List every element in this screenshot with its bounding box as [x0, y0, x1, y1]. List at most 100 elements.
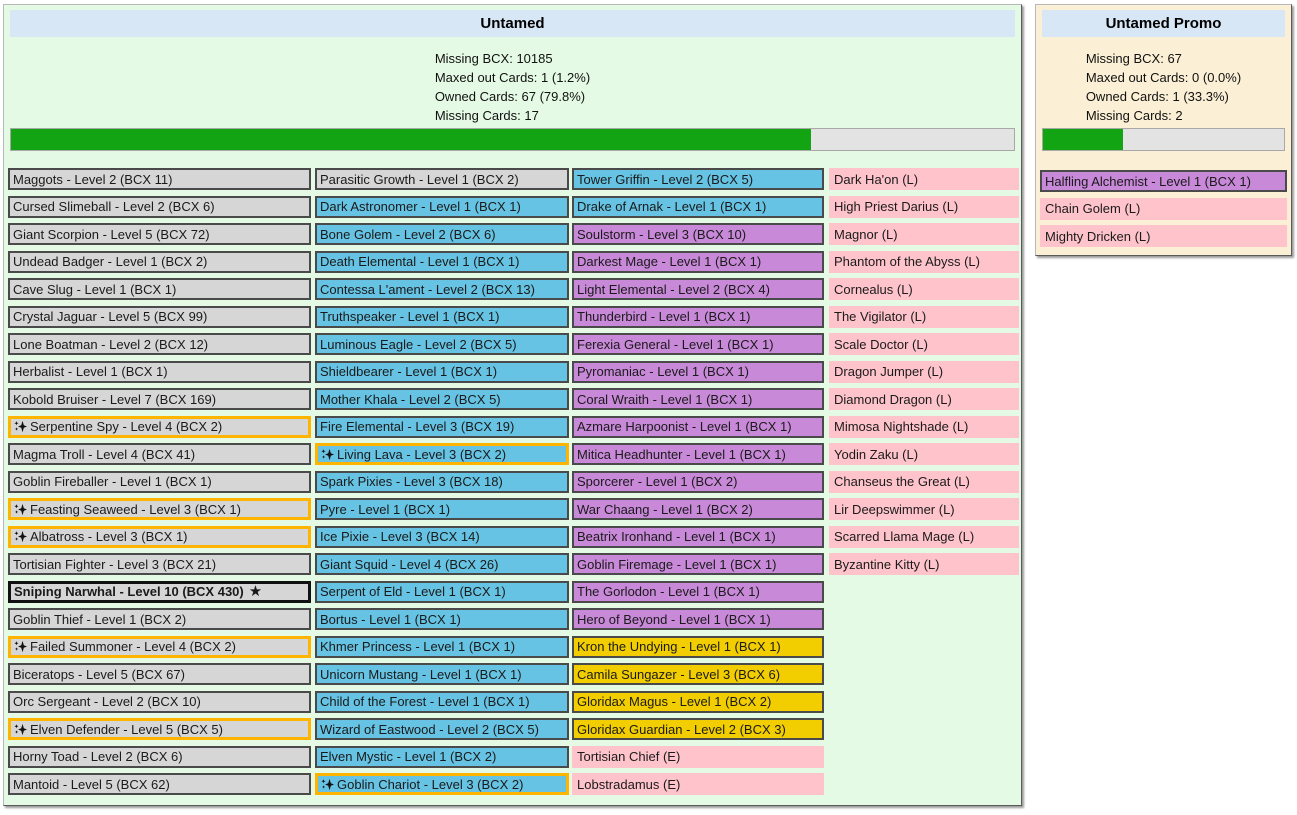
card-row[interactable]: Bone Golem - Level 2 (BCX 6): [315, 223, 569, 245]
gold-foil-sparkles-icon: [14, 640, 27, 653]
card-row[interactable]: Phantom of the Abyss (L): [829, 250, 1019, 273]
card-row[interactable]: Giant Scorpion - Level 5 (BCX 72): [8, 223, 311, 245]
card-row[interactable]: Serpentine Spy - Level 4 (BCX 2): [8, 415, 311, 438]
card-row[interactable]: Khmer Princess - Level 1 (BCX 1): [315, 635, 569, 658]
card-row[interactable]: Goblin Fireballer - Level 1 (BCX 1): [8, 470, 311, 493]
card-row[interactable]: Giant Squid - Level 4 (BCX 26): [315, 553, 569, 575]
card-row[interactable]: Lone Boatman - Level 2 (BCX 12): [8, 333, 311, 355]
card-row[interactable]: Maggots - Level 2 (BCX 11): [8, 168, 311, 190]
card-row[interactable]: Mantoid - Level 5 (BCX 62): [8, 773, 311, 795]
card-label: Living Lava - Level 3 (BCX 2): [337, 446, 507, 462]
card-row[interactable]: Kobold Bruiser - Level 7 (BCX 169): [8, 388, 311, 410]
card-row[interactable]: Magnor (L): [829, 223, 1019, 245]
card-row[interactable]: High Priest Darius (L): [829, 195, 1019, 218]
card-row[interactable]: Sniping Narwhal - Level 10 (BCX 430) ★: [8, 580, 311, 603]
card-row[interactable]: Scale Doctor (L): [829, 333, 1019, 355]
card-row[interactable]: Lir Deepswimmer (L): [829, 498, 1019, 520]
set-title-text: Untamed Promo: [1105, 15, 1222, 32]
card-row[interactable]: Biceratops - Level 5 (BCX 67): [8, 663, 311, 685]
card-row[interactable]: Pyromaniac - Level 1 (BCX 1): [572, 360, 824, 383]
card-row[interactable]: Parasitic Growth - Level 1 (BCX 2): [315, 168, 569, 190]
card-row[interactable]: Feasting Seaweed - Level 3 (BCX 1): [8, 498, 311, 520]
card-row[interactable]: Thunderbird - Level 1 (BCX 1): [572, 305, 824, 328]
card-label: Magnor (L): [834, 226, 898, 242]
card-row[interactable]: Goblin Firemage - Level 1 (BCX 1): [572, 553, 824, 575]
card-row[interactable]: Byzantine Kitty (L): [829, 553, 1019, 575]
card-row[interactable]: Herbalist - Level 1 (BCX 1): [8, 360, 311, 383]
card-row[interactable]: Failed Summoner - Level 4 (BCX 2): [8, 635, 311, 658]
card-row[interactable]: Elven Mystic - Level 1 (BCX 2): [315, 745, 569, 768]
card-row[interactable]: Light Elemental - Level 2 (BCX 4): [572, 278, 824, 300]
card-row[interactable]: Ice Pixie - Level 3 (BCX 14): [315, 525, 569, 548]
card-label: Feasting Seaweed - Level 3 (BCX 1): [30, 501, 241, 517]
card-label: Halfling Alchemist - Level 1 (BCX 1): [1045, 173, 1251, 189]
progress-fill: [1043, 129, 1124, 150]
card-row[interactable]: Mitica Headhunter - Level 1 (BCX 1): [572, 443, 824, 465]
card-row[interactable]: Horny Toad - Level 2 (BCX 6): [8, 745, 311, 768]
card-row[interactable]: Yodin Zaku (L): [829, 443, 1019, 465]
card-row[interactable]: Sporcerer - Level 1 (BCX 2): [572, 470, 824, 493]
card-row[interactable]: Lobstradamus (E): [572, 773, 824, 795]
card-label: Luminous Eagle - Level 2 (BCX 5): [320, 336, 517, 352]
card-row[interactable]: Goblin Chariot - Level 3 (BCX 2): [315, 773, 569, 795]
card-row[interactable]: Elven Defender - Level 5 (BCX 5): [8, 718, 311, 740]
card-label: Failed Summoner - Level 4 (BCX 2): [30, 639, 236, 654]
card-row[interactable]: Beatrix Ironhand - Level 1 (BCX 1): [572, 525, 824, 548]
card-row[interactable]: Tortisian Chief (E): [572, 745, 824, 768]
card-label: Mighty Dricken (L): [1045, 228, 1151, 244]
card-row[interactable]: Mighty Dricken (L): [1040, 225, 1287, 247]
card-row[interactable]: Tortisian Fighter - Level 3 (BCX 21): [8, 553, 311, 575]
card-row[interactable]: Luminous Eagle - Level 2 (BCX 5): [315, 333, 569, 355]
card-row[interactable]: Truthspeaker - Level 1 (BCX 1): [315, 305, 569, 328]
card-row[interactable]: Azmare Harpoonist - Level 1 (BCX 1): [572, 415, 824, 438]
card-row[interactable]: Gloridax Magus - Level 1 (BCX 2): [572, 690, 824, 713]
card-row[interactable]: Magma Troll - Level 4 (BCX 41): [8, 443, 311, 465]
card-row[interactable]: Dark Astronomer - Level 1 (BCX 1): [315, 195, 569, 218]
card-row[interactable]: Mimosa Nightshade (L): [829, 415, 1019, 438]
card-row[interactable]: Coral Wraith - Level 1 (BCX 1): [572, 388, 824, 410]
card-row[interactable]: War Chaang - Level 1 (BCX 2): [572, 498, 824, 520]
card-row[interactable]: The Gorlodon - Level 1 (BCX 1): [572, 580, 824, 603]
card-row[interactable]: Gloridax Guardian - Level 2 (BCX 3): [572, 718, 824, 740]
card-row[interactable]: Death Elemental - Level 1 (BCX 1): [315, 250, 569, 273]
card-row[interactable]: Scarred Llama Mage (L): [829, 525, 1019, 548]
card-row[interactable]: Contessa L'ament - Level 2 (BCX 13): [315, 278, 569, 300]
card-row[interactable]: Cave Slug - Level 1 (BCX 1): [8, 278, 311, 300]
card-row[interactable]: Serpent of Eld - Level 1 (BCX 1): [315, 580, 569, 603]
card-row[interactable]: Undead Badger - Level 1 (BCX 2): [8, 250, 311, 273]
card-row[interactable]: Hero of Beyond - Level 1 (BCX 1): [572, 608, 824, 630]
card-row[interactable]: Wizard of Eastwood - Level 2 (BCX 5): [315, 718, 569, 740]
card-row[interactable]: Fire Elemental - Level 3 (BCX 19): [315, 415, 569, 438]
card-row[interactable]: Diamond Dragon (L): [829, 388, 1019, 410]
card-row[interactable]: Goblin Thief - Level 1 (BCX 2): [8, 608, 311, 630]
card-row[interactable]: Chanseus the Great (L): [829, 470, 1019, 493]
card-row[interactable]: Child of the Forest - Level 1 (BCX 1): [315, 690, 569, 713]
card-row[interactable]: Ferexia General - Level 1 (BCX 1): [572, 333, 824, 355]
card-row[interactable]: Cursed Slimeball - Level 2 (BCX 6): [8, 195, 311, 218]
card-row[interactable]: Chain Golem (L): [1040, 197, 1287, 220]
card-row[interactable]: Shieldbearer - Level 1 (BCX 1): [315, 360, 569, 383]
card-row[interactable]: Crystal Jaguar - Level 5 (BCX 99): [8, 305, 311, 328]
card-row[interactable]: Soulstorm - Level 3 (BCX 10): [572, 223, 824, 245]
card-row[interactable]: Dark Ha'on (L): [829, 168, 1019, 190]
card-row[interactable]: Camila Sungazer - Level 3 (BCX 6): [572, 663, 824, 685]
card-row[interactable]: Mother Khala - Level 2 (BCX 5): [315, 388, 569, 410]
card-label: Byzantine Kitty (L): [834, 556, 940, 572]
card-label: Horny Toad - Level 2 (BCX 6): [13, 749, 183, 764]
card-row[interactable]: Bortus - Level 1 (BCX 1): [315, 608, 569, 630]
card-row[interactable]: Living Lava - Level 3 (BCX 2): [315, 443, 569, 465]
card-row[interactable]: Unicorn Mustang - Level 1 (BCX 1): [315, 663, 569, 685]
card-row[interactable]: Darkest Mage - Level 1 (BCX 1): [572, 250, 824, 273]
card-row[interactable]: Spark Pixies - Level 3 (BCX 18): [315, 470, 569, 493]
card-row[interactable]: Tower Griffin - Level 2 (BCX 5): [572, 168, 824, 190]
card-row[interactable]: Albatross - Level 3 (BCX 1): [8, 525, 311, 548]
card-row[interactable]: Halfling Alchemist - Level 1 (BCX 1): [1040, 170, 1287, 192]
card-row[interactable]: Cornealus (L): [829, 278, 1019, 300]
card-row[interactable]: Dragon Jumper (L): [829, 360, 1019, 383]
card-row[interactable]: Pyre - Level 1 (BCX 1): [315, 498, 569, 520]
card-row[interactable]: The Vigilator (L): [829, 305, 1019, 328]
card-row[interactable]: Drake of Arnak - Level 1 (BCX 1): [572, 195, 824, 218]
card-label: Tower Griffin - Level 2 (BCX 5): [577, 171, 754, 187]
card-row[interactable]: Kron the Undying - Level 1 (BCX 1): [572, 635, 824, 658]
card-row[interactable]: Orc Sergeant - Level 2 (BCX 10): [8, 690, 311, 713]
